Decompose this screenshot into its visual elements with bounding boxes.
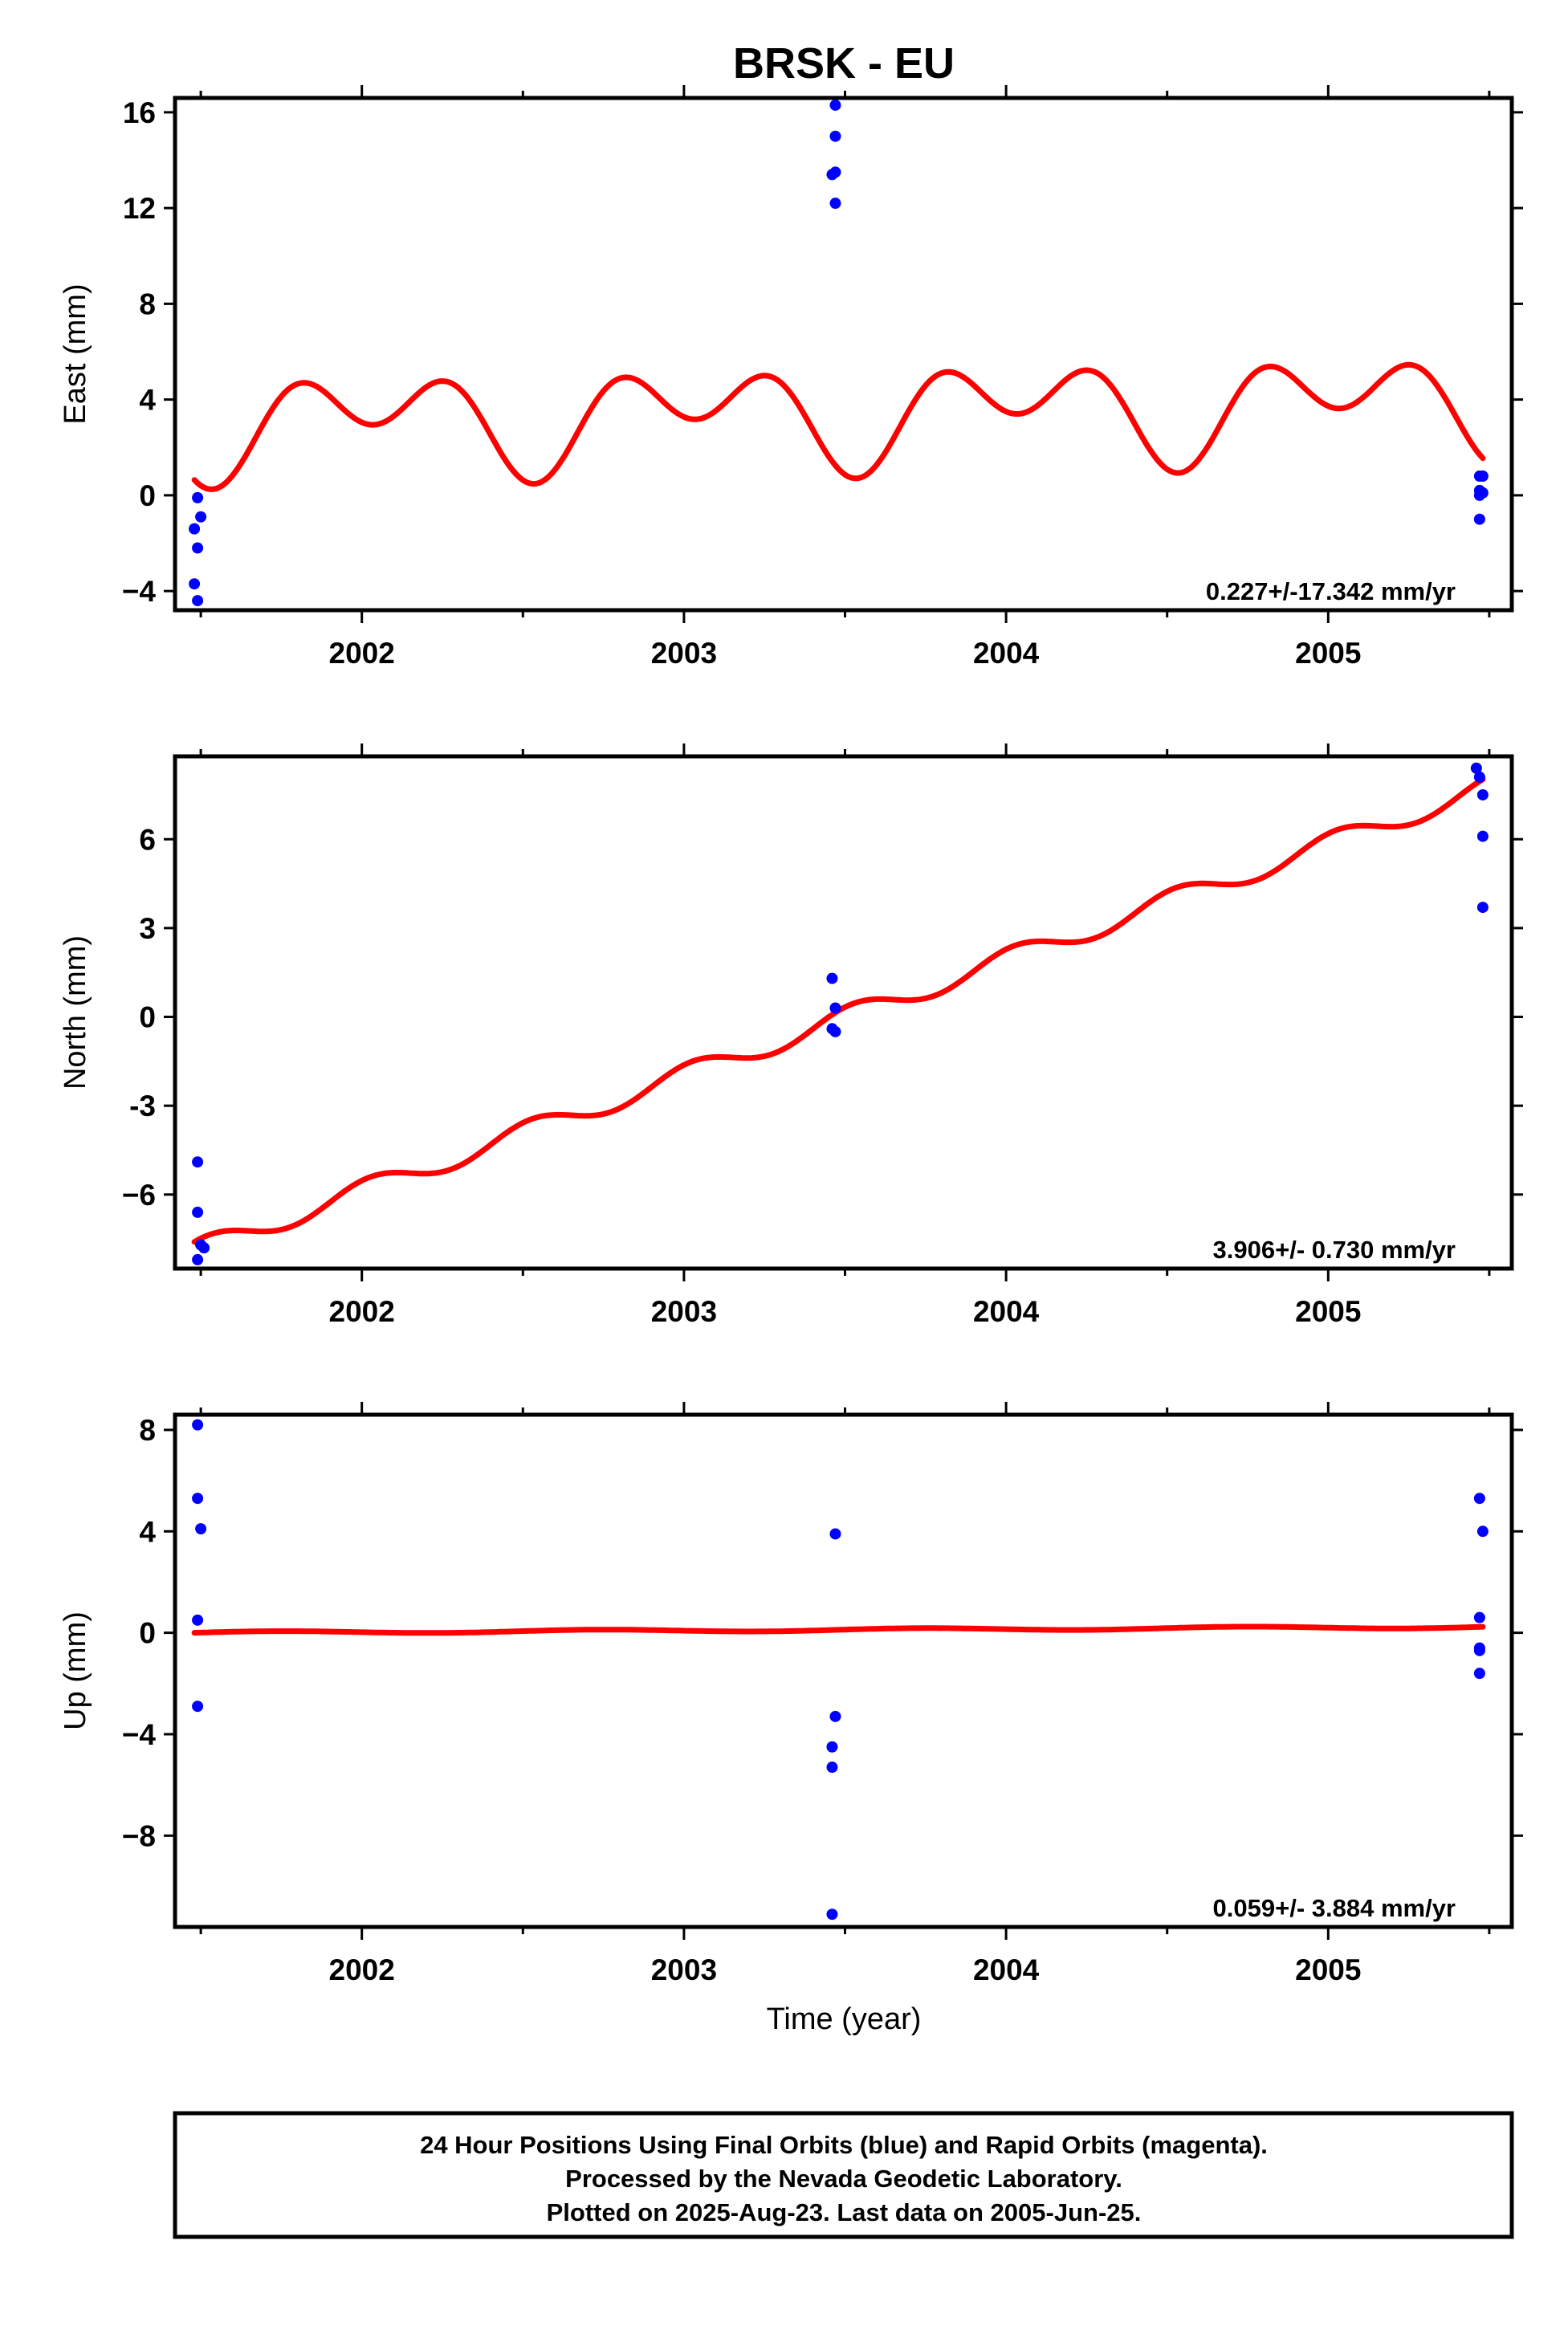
east-data-point (1476, 487, 1489, 499)
north-data-point (192, 1206, 204, 1218)
north-data-point (829, 1025, 841, 1037)
up-data-point (1473, 1611, 1485, 1623)
north-data-point (829, 1002, 841, 1014)
north-x-tick-label: 2002 (329, 1295, 395, 1328)
east-y-tick-label: 0 (139, 479, 156, 512)
panel-east-points (189, 99, 1489, 607)
panel-north-x-ticks: 2002 2003 2004 2005 (199, 743, 1491, 1328)
east-data-point (826, 169, 838, 181)
up-data-point (1473, 1668, 1485, 1680)
north-x-tick-label: 2004 (973, 1295, 1040, 1328)
north-y-tick-label: -3 (129, 1090, 156, 1122)
east-data-point (192, 595, 204, 607)
up-y-tick-label: 8 (139, 1414, 156, 1447)
east-y-tick-label: 4 (139, 384, 156, 417)
footer-line-2: Processed by the Nevada Geodetic Laborat… (565, 2165, 1122, 2193)
up-x-tick-label: 2004 (973, 1953, 1040, 1986)
north-data-point (1470, 762, 1482, 774)
north-x-tick-label: 2003 (651, 1295, 717, 1328)
east-data-point (1473, 513, 1485, 525)
north-y-tick-label: 0 (139, 1001, 156, 1034)
east-y-tick-label: 12 (123, 192, 156, 225)
panel-east-x-ticks: 2002 2003 2004 2005 (199, 85, 1491, 670)
east-data-point (192, 491, 204, 503)
up-data-point (192, 1701, 204, 1713)
north-data-point (1476, 902, 1489, 914)
east-data-point (195, 511, 207, 523)
east-data-point (189, 578, 201, 590)
east-y-tick-label: 8 (139, 287, 156, 320)
up-x-tick-label: 2002 (329, 1953, 395, 1986)
north-data-point (1476, 788, 1489, 800)
north-y-tick-label: 6 (139, 823, 156, 856)
up-data-point (192, 1493, 204, 1505)
chart-title: BRSK - EU (733, 39, 955, 88)
north-y-tick-label: −6 (122, 1179, 156, 1212)
panel-up-y-axis-label: Up (mm) (59, 1611, 92, 1730)
north-data-point (192, 1253, 204, 1265)
panel-up-rate-label: 0.059+/- 3.884 mm/yr (1213, 1894, 1456, 1922)
up-data-point (192, 1419, 204, 1431)
panel-east-frame (173, 96, 1514, 613)
panel-north-y-axis-label: North (mm) (59, 935, 92, 1090)
north-data-point (1473, 771, 1485, 783)
panel-up-x-ticks: 2002 2003 2004 2005 (199, 1402, 1491, 1986)
up-data-point (195, 1523, 207, 1535)
north-x-tick-label: 2005 (1295, 1295, 1361, 1328)
up-y-tick-label: 0 (139, 1617, 156, 1650)
east-data-point (829, 198, 841, 210)
north-data-point (1476, 830, 1489, 842)
up-y-tick-label: −4 (122, 1718, 157, 1751)
east-y-tick-label: −4 (122, 575, 157, 608)
panel-north: −6 -3 0 3 6 2002 2003 2004 2005 North (mm) 3.90… (59, 743, 1523, 1328)
panel-north-rate-label: 3.906+/- 0.730 mm/yr (1213, 1236, 1456, 1264)
up-data-point (1476, 1525, 1489, 1538)
up-data-point (192, 1614, 204, 1626)
panel-east-y-axis-label: East (mm) (59, 283, 92, 424)
x-axis-label: Time (year) (767, 2002, 922, 2036)
footer-frame (173, 2111, 1514, 2239)
east-x-tick-label: 2003 (651, 637, 717, 670)
panel-up-fit-line (191, 1623, 1486, 1636)
panel-east-rate-label: 0.227+/-17.342 mm/yr (1206, 577, 1456, 605)
up-data-point (826, 1741, 838, 1753)
up-data-point (826, 1762, 838, 1774)
north-data-point (198, 1242, 210, 1254)
up-data-point (829, 1528, 841, 1540)
up-y-tick-label: 4 (139, 1515, 156, 1548)
panel-north-y-ticks: −6 -3 0 3 6 (122, 823, 1523, 1212)
panel-up-points (192, 1419, 1489, 1921)
east-data-point (829, 99, 841, 111)
east-x-tick-label: 2005 (1295, 637, 1361, 670)
panel-north-frame (173, 754, 1514, 1271)
panel-up-frame (173, 1412, 1514, 1929)
north-y-tick-label: 3 (139, 912, 156, 945)
up-x-tick-label: 2005 (1295, 1953, 1361, 1986)
footer-box: 24 Hour Positions Using Final Orbits (bl… (173, 2111, 1514, 2239)
east-x-tick-label: 2002 (329, 637, 395, 670)
north-data-point (826, 972, 838, 984)
up-y-tick-label: −8 (122, 1819, 156, 1852)
east-data-point (829, 130, 841, 142)
panel-east-y-ticks: −4 0 4 8 12 16 (122, 96, 1523, 608)
panel-north-points (192, 762, 1489, 1265)
panel-up: −8 −4 0 4 8 2002 2003 2004 2005 Up (mm) 0.059+/… (59, 1402, 1523, 1986)
footer-line-3: Plotted on 2025-Aug-23. Last data on 200… (547, 2198, 1142, 2226)
up-data-point (1473, 1644, 1485, 1656)
east-y-tick-label: 16 (123, 96, 156, 129)
panel-up-y-ticks: −8 −4 0 4 8 (122, 1414, 1523, 1852)
panel-east-fit-line (191, 361, 1486, 492)
east-data-point (1476, 470, 1489, 483)
east-x-tick-label: 2004 (973, 637, 1040, 670)
panel-east: −4 0 4 8 12 16 2002 2003 2004 2005 East (mm) 0.2… (59, 85, 1523, 670)
up-data-point (829, 1710, 841, 1722)
up-x-tick-label: 2003 (651, 1953, 717, 1986)
north-data-point (192, 1156, 204, 1168)
footer-line-1: 24 Hour Positions Using Final Orbits (bl… (420, 2131, 1268, 2159)
east-data-point (192, 542, 204, 554)
up-data-point (826, 1908, 838, 1921)
up-data-point (1473, 1493, 1485, 1505)
east-data-point (189, 523, 201, 535)
